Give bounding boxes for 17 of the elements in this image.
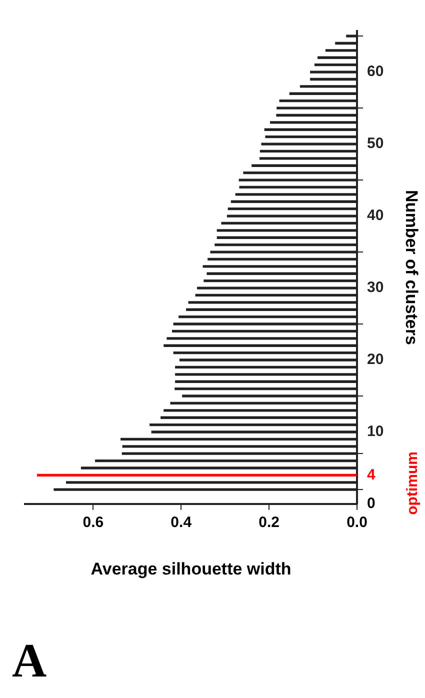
y-tick-label: 30	[367, 279, 384, 296]
y-tick-label: 10	[367, 423, 384, 440]
bar	[36, 474, 357, 477]
x-axis-title: Average silhouette width	[90, 559, 292, 578]
y-tick-label: 20	[367, 351, 384, 368]
x-tick-label: 0.6	[82, 514, 104, 532]
x-tick-label: 0.0	[346, 514, 368, 532]
y-tick-label: 60	[367, 63, 384, 80]
x-tick-label: 0.4	[170, 514, 192, 532]
y-tick-label: 0	[367, 495, 376, 512]
text: A	[12, 634, 47, 688]
y-axis-title: Number of clusters	[402, 190, 422, 345]
text: optimum	[404, 452, 422, 515]
y-tick-label: 40	[367, 207, 384, 224]
y-tick-label: 4	[367, 466, 376, 484]
y-tick-label: 50	[367, 135, 384, 152]
x-tick-label: 0.2	[258, 514, 280, 532]
